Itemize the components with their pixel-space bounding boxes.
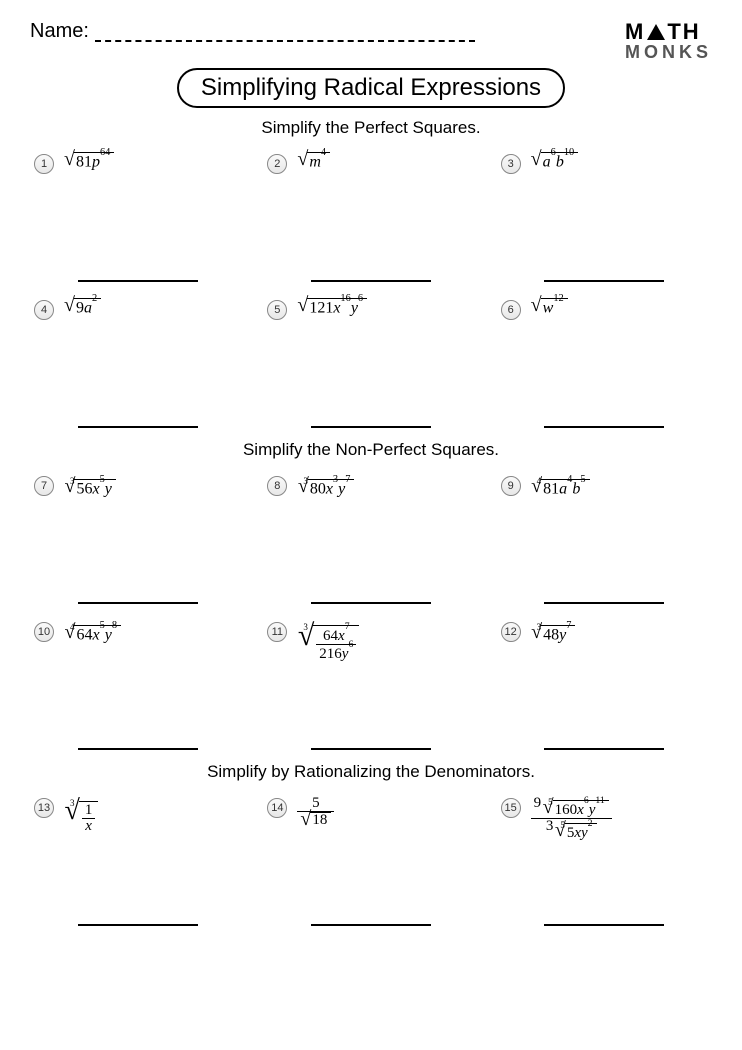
section-heading-1: Simplify the Perfect Squares. — [30, 118, 712, 138]
problem-expression: 5 √18 — [297, 796, 334, 829]
problem-expression: 4√64x5y8 — [64, 620, 121, 643]
answer-blank[interactable] — [78, 280, 198, 282]
problem-cell: 3 √a6b10 — [497, 148, 712, 288]
problem-number-badge: 7 — [34, 476, 54, 496]
answer-blank[interactable] — [78, 748, 198, 750]
problem-expression: 3√48y7 — [531, 620, 576, 643]
problem-expression: 4√81a4b5 — [531, 474, 590, 497]
answer-blank[interactable] — [311, 280, 431, 282]
answer-blank[interactable] — [544, 426, 664, 428]
worksheet-page: Name: M TH MONKS Simplifying Radical Exp… — [0, 0, 742, 962]
name-field-wrap: Name: — [30, 20, 475, 43]
problem-number-badge: 10 — [34, 622, 54, 642]
problem-number-badge: 11 — [267, 622, 287, 642]
problem-expression: 3√56x5y — [64, 474, 116, 497]
problem-cell: 4 √9a2 — [30, 294, 245, 434]
problem-number-badge: 6 — [501, 300, 521, 320]
problem-expression: √m4 — [297, 152, 330, 170]
section-heading-2: Simplify the Non-Perfect Squares. — [30, 440, 712, 460]
problem-cell: 14 5 √18 — [263, 792, 478, 932]
problem-number-badge: 5 — [267, 300, 287, 320]
answer-blank[interactable] — [544, 280, 664, 282]
problem-number-badge: 12 — [501, 622, 521, 642]
answer-blank[interactable] — [78, 426, 198, 428]
problem-cell: 13 3√ 1 x — [30, 792, 245, 932]
problem-number-badge: 1 — [34, 154, 54, 174]
problem-cell: 10 4√64x5y8 — [30, 616, 245, 756]
problem-number-badge: 2 — [267, 154, 287, 174]
problem-number-badge: 3 — [501, 154, 521, 174]
problem-cell: 9 4√81a4b5 — [497, 470, 712, 610]
problem-expression: 95√160x6y11 35√5xy2 — [531, 796, 612, 841]
problem-cell: 15 95√160x6y11 35√5xy2 — [497, 792, 712, 932]
logo-line-1: M TH — [625, 20, 712, 43]
problem-expression: √121x16y6 — [297, 298, 367, 316]
problem-cell: 7 3√56x5y — [30, 470, 245, 610]
answer-blank[interactable] — [544, 748, 664, 750]
problem-number-badge: 8 — [267, 476, 287, 496]
problem-cell: 5 √121x16y6 — [263, 294, 478, 434]
brand-logo: M TH MONKS — [625, 20, 712, 62]
problem-cell: 8 3√80x3y7 — [263, 470, 478, 610]
problem-expression: √w12 — [531, 298, 568, 316]
problem-number-badge: 15 — [501, 798, 521, 818]
section-1-grid: 1 √81p64 2 √m4 3 √a6b10 — [30, 148, 712, 434]
problem-expression: 3√ 64x7 216y6 — [297, 620, 359, 663]
problem-number-badge: 13 — [34, 798, 54, 818]
problem-number-badge: 9 — [501, 476, 521, 496]
problem-expression: 3√80x3y7 — [297, 474, 354, 497]
header-row: Name: M TH MONKS — [30, 20, 712, 62]
answer-blank[interactable] — [311, 426, 431, 428]
section-2-grid: 7 3√56x5y 8 3√80x3y7 9 4√81a4b5 — [30, 470, 712, 756]
problem-expression: √81p64 — [64, 152, 114, 170]
problem-number-badge: 14 — [267, 798, 287, 818]
logo-line-2: MONKS — [625, 43, 712, 62]
answer-blank[interactable] — [311, 602, 431, 604]
answer-blank[interactable] — [78, 602, 198, 604]
answer-blank[interactable] — [311, 748, 431, 750]
answer-blank[interactable] — [311, 924, 431, 926]
triangle-icon — [647, 24, 665, 40]
problem-cell: 1 √81p64 — [30, 148, 245, 288]
problem-cell: 11 3√ 64x7 216y6 — [263, 616, 478, 756]
answer-blank[interactable] — [78, 924, 198, 926]
answer-blank[interactable] — [544, 924, 664, 926]
problem-expression: √a6b10 — [531, 152, 579, 170]
answer-blank[interactable] — [544, 602, 664, 604]
problem-cell: 12 3√48y7 — [497, 616, 712, 756]
name-blank-line[interactable] — [95, 40, 475, 42]
problem-expression: 3√ 1 x — [64, 796, 98, 835]
problem-number-badge: 4 — [34, 300, 54, 320]
section-heading-3: Simplify by Rationalizing the Denominato… — [30, 762, 712, 782]
problem-cell: 6 √w12 — [497, 294, 712, 434]
section-3-grid: 13 3√ 1 x 14 — [30, 792, 712, 932]
problem-expression: √9a2 — [64, 298, 101, 316]
name-label: Name: — [30, 20, 89, 43]
page-title: Simplifying Radical Expressions — [177, 68, 565, 108]
problem-cell: 2 √m4 — [263, 148, 478, 288]
